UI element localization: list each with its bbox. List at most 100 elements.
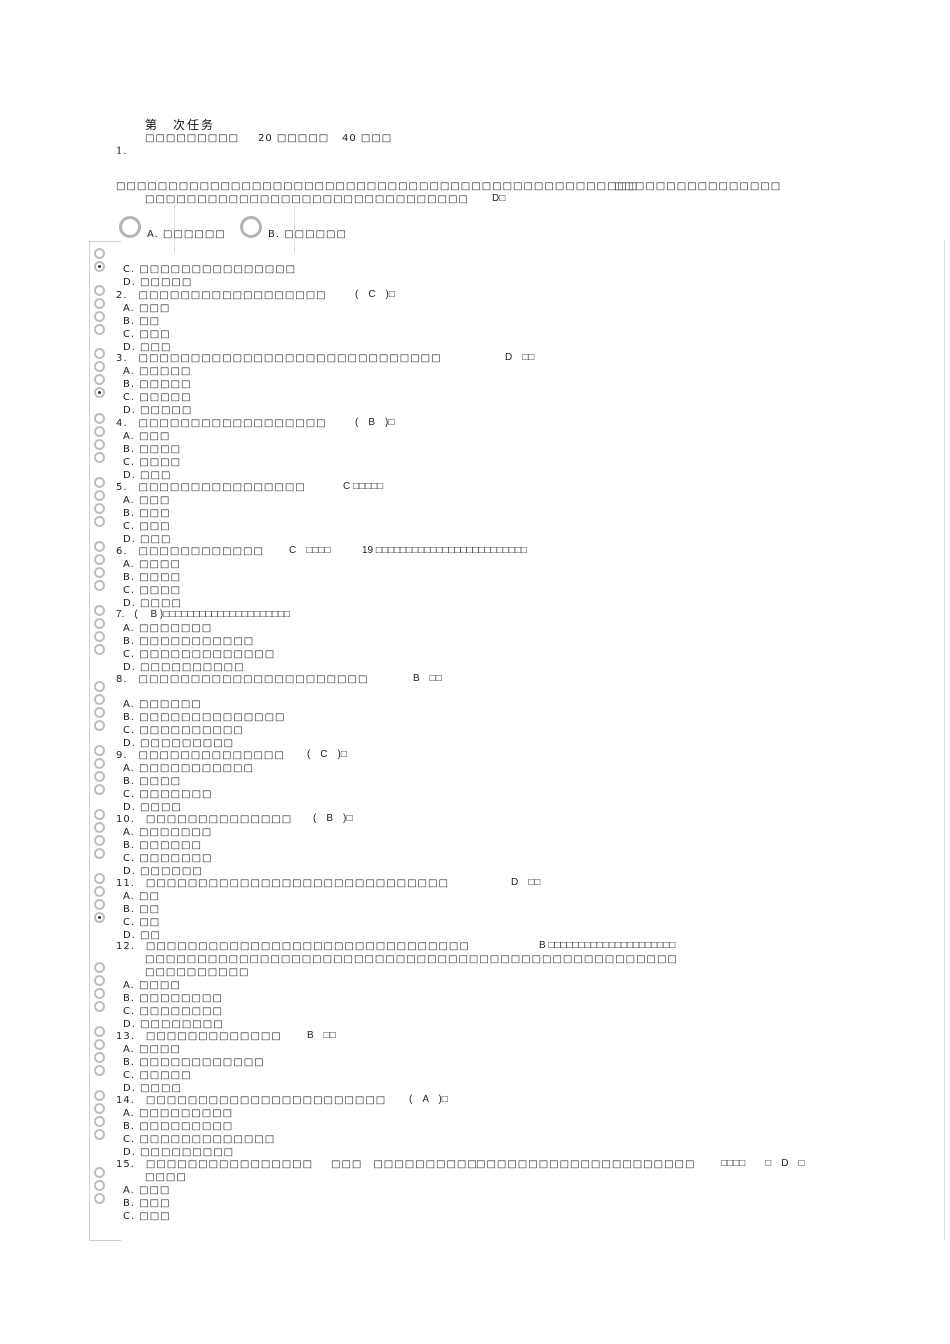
q7-radio-d[interactable] [94,644,105,655]
q12-option-c: C. □□□□□□□□ [123,1006,223,1017]
q12-radio-d[interactable] [94,1001,105,1012]
q5-option-d: D. □□□ [123,534,172,545]
q10-radio-c[interactable] [94,835,105,846]
q6-radio-b[interactable] [94,554,105,565]
radio-column [89,241,121,1241]
q6-answer: C □□□□ [289,545,331,556]
q2-radio-a[interactable] [94,285,105,296]
q11-radio-a[interactable] [94,873,105,884]
q10-answer: ( B )□ [313,813,353,824]
q5-option-a: A. □□□ [123,495,171,506]
q10-radio-a[interactable] [94,809,105,820]
q14-option-a: A. □□□□□□□□□ [123,1108,234,1119]
q14-option-b: B. □□□□□□□□□ [123,1121,234,1132]
q3-option-c: C. □□□□□ [123,392,192,403]
q15-answer: □□□□ □ D □ [721,1158,805,1169]
q12-radio-c[interactable] [94,988,105,999]
q11-radio-d[interactable] [94,912,105,923]
q8-radio-b[interactable] [94,694,105,705]
q9-radio-c[interactable] [94,771,105,782]
q1-answer: D□ [492,193,506,204]
q8-radio-d[interactable] [94,720,105,731]
q15-radio-b[interactable] [94,1180,105,1191]
q12-text: 12. □□□□□□□□□□□□□□□□□□□□□□□□□□□□□□□ [116,941,470,952]
q1-option-b-radio[interactable] [240,216,262,238]
q10-option-d: D. □□□□□□ [123,866,203,877]
q12-option-a: A. □□□□ [123,980,181,991]
q4-option-a: A. □□□ [123,431,171,442]
q4-radio-d[interactable] [94,452,105,463]
q9-radio-b[interactable] [94,758,105,769]
q1-option-d-radio[interactable] [94,261,105,272]
q6-option-b: B. □□□□ [123,572,182,583]
q3-radio-d[interactable] [94,387,105,398]
q2-radio-d[interactable] [94,324,105,335]
q8-radio-c[interactable] [94,707,105,718]
q4-radio-b[interactable] [94,426,105,437]
q15-radio-a[interactable] [94,1167,105,1178]
q13-radio-b[interactable] [94,1039,105,1050]
q13-text: 13. □□□□□□□□□□□□□ [116,1031,282,1042]
q12-text-line2: □□□□□□□□□□□□□□□□□□□□□□□□□□□□□□□□□□□□□□□□… [145,954,678,965]
q3-option-b: B. □□□□□ [123,379,192,390]
q9-radio-d[interactable] [94,784,105,795]
q7-text: 7. ( B )□□□□□□□□□□□□□□□□□□□□□ [116,609,291,620]
q15-radio-c[interactable] [94,1193,105,1204]
q3-radio-c[interactable] [94,374,105,385]
q7-radio-b[interactable] [94,618,105,629]
q13-option-a: A. □□□□ [123,1044,181,1055]
q2-radio-b[interactable] [94,298,105,309]
q4-radio-c[interactable] [94,439,105,450]
q6-radio-a[interactable] [94,541,105,552]
page-edge-line [944,240,945,1240]
q14-radio-a[interactable] [94,1090,105,1101]
q15-text-mid1: □□□ □□□□□□□□□□ [331,1159,478,1170]
q6-option-a: A. □□□□ [123,559,181,570]
q1-text-line1b: □□□□□□□□□□□□□□□□ [614,181,782,192]
q5-radio-c[interactable] [94,503,105,514]
q5-radio-b[interactable] [94,490,105,501]
q6-radio-d[interactable] [94,580,105,591]
q11-radio-c[interactable] [94,899,105,910]
divider [174,205,175,253]
q8-radio-a[interactable] [94,681,105,692]
q15-text-mid2: □□□□□□□□□□□□□□□□□□□□□ [476,1159,696,1170]
q9-option-b: B. □□□□ [123,776,182,787]
q7-radio-c[interactable] [94,631,105,642]
q15-text: 15. □□□□□□□□□□□□□□□□ [116,1159,314,1170]
q15-option-b: B. □□□ [123,1198,171,1209]
q4-option-c: C. □□□□ [123,457,182,468]
q4-radio-a[interactable] [94,413,105,424]
q8-option-d: D. □□□□□□□□□ [123,738,235,749]
q13-radio-c[interactable] [94,1052,105,1063]
q14-radio-c[interactable] [94,1116,105,1127]
q6-radio-c[interactable] [94,567,105,578]
q14-radio-d[interactable] [94,1129,105,1140]
q13-radio-d[interactable] [94,1065,105,1076]
q12-radio-b[interactable] [94,975,105,986]
divider [294,205,295,253]
q5-text: 5. □□□□□□□□□□□□□□□□ [116,482,306,493]
q5-answer: C □□□□□ [343,481,384,492]
q3-radio-a[interactable] [94,348,105,359]
q12-radio-a[interactable] [94,962,105,973]
q9-radio-a[interactable] [94,745,105,756]
q4-text: 4. □□□□□□□□□□□□□□□□□□ [116,418,327,429]
q13-radio-a[interactable] [94,1026,105,1037]
q2-answer: ( C )□ [355,289,395,300]
q3-radio-b[interactable] [94,361,105,372]
q10-radio-d[interactable] [94,848,105,859]
q14-answer: ( A )□ [409,1094,448,1105]
q8-option-b: B. □□□□□□□□□□□□□□ [123,712,286,723]
q2-radio-c[interactable] [94,311,105,322]
q1-option-a-radio[interactable] [119,216,141,238]
q11-radio-b[interactable] [94,886,105,897]
q5-radio-a[interactable] [94,477,105,488]
q14-radio-b[interactable] [94,1103,105,1114]
q2-option-a: A. □□□ [123,303,171,314]
q8-option-a: A. □□□□□□ [123,699,202,710]
q5-radio-d[interactable] [94,516,105,527]
q1-option-c-radio[interactable] [94,248,105,259]
q10-radio-b[interactable] [94,822,105,833]
q7-radio-a[interactable] [94,605,105,616]
